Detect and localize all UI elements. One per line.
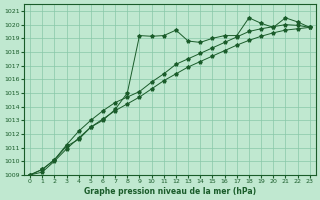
X-axis label: Graphe pression niveau de la mer (hPa): Graphe pression niveau de la mer (hPa) <box>84 187 256 196</box>
